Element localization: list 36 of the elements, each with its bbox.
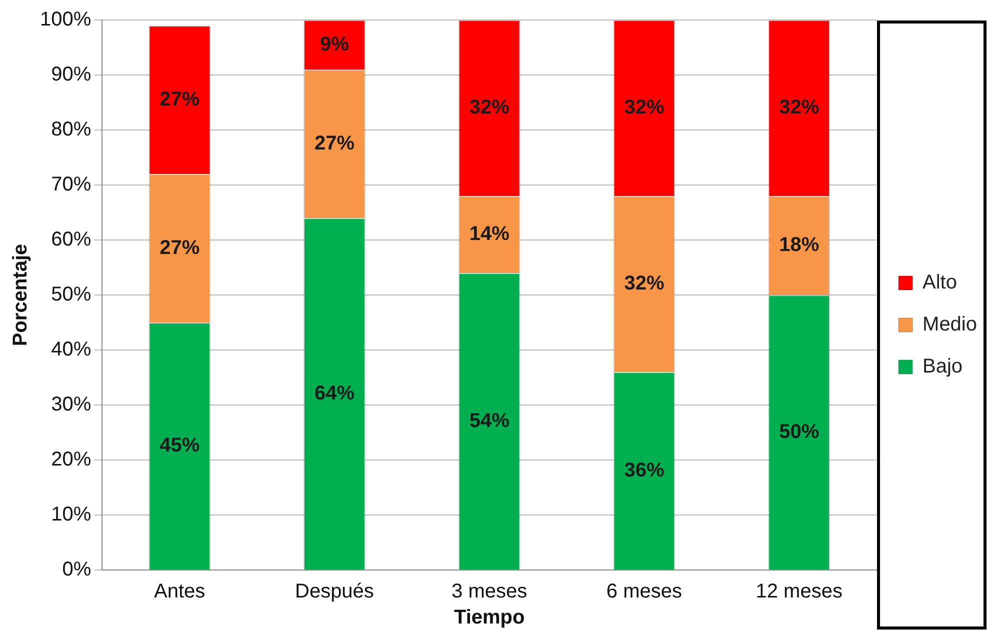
data-label: 45%: [160, 434, 200, 457]
y-tick-label: 40%: [51, 338, 92, 361]
data-label: 14%: [469, 223, 510, 246]
data-label: 32%: [779, 96, 820, 119]
legend-label: Alto: [922, 272, 957, 294]
y-tick-label: 70%: [51, 174, 92, 196]
legend-label: Bajo: [922, 356, 963, 378]
y-tick-label: 10%: [51, 504, 92, 526]
y-tick-label: 20%: [51, 448, 92, 471]
data-label: 27%: [314, 132, 355, 154]
data-label: 27%: [160, 88, 200, 110]
data-label: 36%: [624, 459, 664, 482]
data-label: 50%: [779, 420, 820, 443]
x-axis-title: Tiempo: [454, 606, 525, 629]
legend-label: Medio: [922, 314, 978, 336]
x-tick-label: 3 meses: [452, 580, 528, 603]
data-label: 54%: [469, 410, 510, 432]
y-tick-label: 80%: [51, 118, 92, 141]
y-tick-label: 50%: [51, 284, 92, 306]
data-label: 64%: [314, 382, 355, 404]
data-label: 32%: [624, 96, 664, 119]
y-tick-label: 90%: [51, 64, 92, 86]
data-label: 27%: [160, 236, 200, 259]
x-tick-label: 12 meses: [756, 580, 842, 603]
x-tick-label: Después: [294, 580, 374, 603]
y-tick-label: 100%: [40, 8, 92, 31]
y-tick-label: 30%: [51, 394, 92, 416]
data-label: 9%: [320, 33, 350, 56]
data-label: 18%: [779, 234, 820, 256]
x-tick-label: Antes: [154, 580, 206, 603]
data-label: 32%: [624, 272, 664, 295]
y-axis-title: Porcentaje: [10, 244, 32, 346]
y-tick-label: 60%: [51, 228, 92, 251]
x-tick-label: 6 meses: [606, 580, 682, 603]
y-tick-label: 0%: [62, 558, 92, 581]
data-label: 32%: [469, 96, 510, 119]
